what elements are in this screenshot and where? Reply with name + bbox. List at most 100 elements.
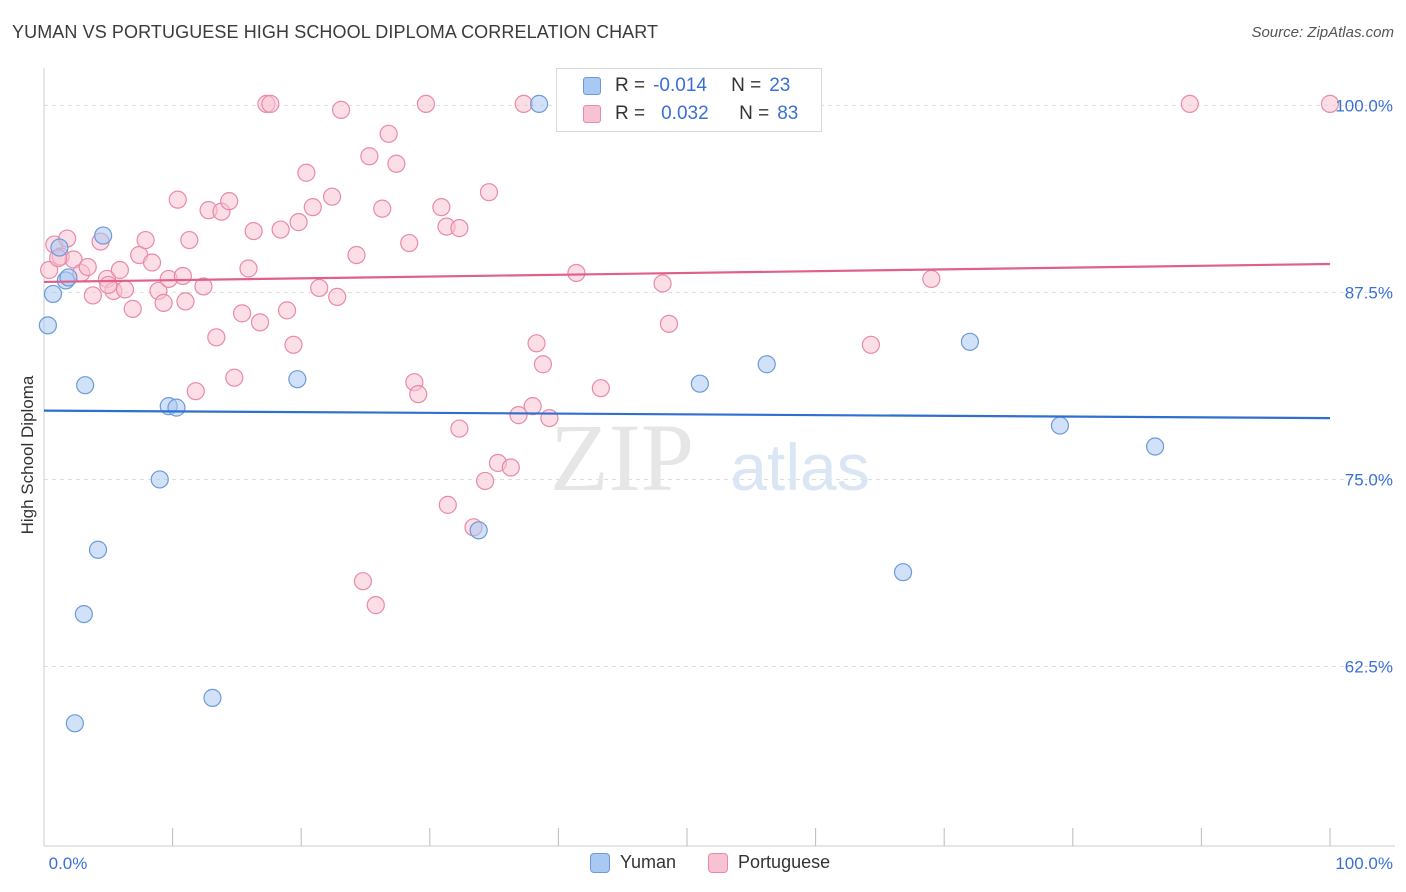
axes bbox=[43, 68, 1395, 847]
watermark-atlas: atlas bbox=[730, 430, 869, 504]
legend-swatch-yuman bbox=[583, 77, 601, 95]
point-portuguese bbox=[475, 471, 495, 491]
point-portuguese bbox=[261, 94, 280, 114]
point-portuguese bbox=[297, 163, 316, 182]
point-yuman bbox=[288, 370, 307, 389]
point-portuguese bbox=[284, 335, 303, 354]
x-tick-label: 100.0% bbox=[1335, 854, 1393, 873]
point-portuguese bbox=[115, 280, 135, 299]
trend-line-yuman bbox=[43, 409, 1331, 420]
point-portuguese bbox=[527, 334, 546, 353]
point-yuman bbox=[38, 316, 57, 335]
legend-row-portuguese: R = 0.032 N = 83 bbox=[557, 101, 798, 127]
point-yuman bbox=[76, 376, 95, 395]
legend-r-value: 0.032 bbox=[661, 103, 709, 124]
point-portuguese bbox=[509, 406, 528, 425]
point-portuguese bbox=[450, 419, 469, 438]
point-portuguese bbox=[123, 299, 142, 318]
point-portuguese bbox=[438, 495, 457, 514]
point-yuman bbox=[43, 284, 63, 304]
point-portuguese bbox=[501, 458, 520, 477]
point-portuguese bbox=[591, 379, 610, 398]
watermark: ZIP atlas bbox=[550, 404, 870, 511]
point-portuguese bbox=[533, 355, 553, 374]
point-portuguese bbox=[271, 220, 290, 239]
point-portuguese bbox=[922, 269, 941, 289]
point-yuman bbox=[50, 238, 69, 257]
point-portuguese bbox=[400, 233, 419, 253]
point-yuman bbox=[960, 332, 980, 351]
data-points bbox=[38, 94, 1340, 733]
point-portuguese bbox=[514, 94, 533, 114]
series-legend-yuman[interactable]: Yuman bbox=[590, 852, 676, 873]
point-portuguese bbox=[110, 260, 129, 280]
source-label: Source: ZipAtlas.com bbox=[1251, 24, 1394, 41]
point-yuman bbox=[690, 374, 709, 393]
point-portuguese bbox=[232, 304, 252, 323]
legend-n-value: 23 bbox=[769, 75, 791, 96]
point-portuguese bbox=[366, 596, 385, 615]
point-yuman bbox=[94, 226, 113, 245]
point-portuguese bbox=[225, 368, 244, 387]
legend-n-label: N = bbox=[739, 103, 770, 124]
point-portuguese bbox=[186, 382, 205, 401]
point-yuman bbox=[203, 688, 222, 707]
point-portuguese bbox=[331, 100, 351, 119]
point-portuguese bbox=[416, 94, 436, 114]
point-portuguese bbox=[310, 278, 329, 298]
point-portuguese bbox=[142, 253, 162, 272]
point-portuguese bbox=[207, 328, 226, 347]
point-portuguese bbox=[379, 124, 398, 143]
point-portuguese bbox=[540, 409, 559, 428]
point-portuguese bbox=[479, 183, 499, 202]
point-portuguese bbox=[154, 293, 173, 312]
point-portuguese bbox=[173, 266, 192, 286]
point-yuman bbox=[167, 398, 186, 417]
y-tick-label: 100.0% bbox=[1335, 96, 1393, 115]
point-portuguese bbox=[322, 187, 342, 206]
point-yuman bbox=[65, 714, 84, 733]
grid-lines bbox=[44, 104, 1395, 667]
point-portuguese bbox=[347, 245, 366, 265]
y-tick-label: 75.0% bbox=[1345, 470, 1393, 489]
point-portuguese bbox=[328, 287, 347, 307]
point-portuguese bbox=[168, 190, 187, 209]
point-portuguese bbox=[861, 335, 880, 354]
point-portuguese bbox=[194, 277, 213, 296]
point-yuman bbox=[1146, 437, 1165, 456]
legend-swatch-portuguese bbox=[583, 105, 601, 123]
point-portuguese bbox=[239, 259, 258, 278]
point-portuguese bbox=[1180, 94, 1199, 114]
point-portuguese bbox=[250, 313, 270, 332]
legend-row-yuman: R = -0.014 N = 23 bbox=[557, 73, 790, 99]
point-yuman bbox=[893, 563, 913, 582]
y-tick-label: 62.5% bbox=[1345, 657, 1393, 676]
series-label-portuguese: Portuguese bbox=[738, 852, 831, 872]
series-swatch-yuman bbox=[590, 852, 610, 873]
legend-n-label: N = bbox=[731, 75, 762, 96]
point-yuman bbox=[74, 604, 93, 624]
point-yuman bbox=[757, 355, 776, 374]
trend-lines bbox=[43, 262, 1331, 420]
point-portuguese bbox=[136, 230, 155, 250]
series-legend-portuguese[interactable]: Portuguese bbox=[708, 852, 830, 873]
point-portuguese bbox=[220, 192, 239, 211]
point-portuguese bbox=[353, 572, 373, 591]
y-tick-label: 87.5% bbox=[1345, 283, 1393, 302]
point-portuguese bbox=[653, 274, 672, 293]
point-yuman bbox=[150, 470, 169, 489]
series-swatch-portuguese bbox=[708, 852, 729, 873]
point-yuman bbox=[1050, 416, 1070, 435]
point-portuguese bbox=[387, 154, 406, 173]
point-portuguese bbox=[303, 198, 322, 217]
point-portuguese bbox=[523, 397, 542, 416]
point-portuguese bbox=[244, 221, 263, 241]
chart-title: YUMAN VS PORTUGUESE HIGH SCHOOL DIPLOMA … bbox=[12, 22, 659, 42]
point-portuguese bbox=[277, 301, 297, 320]
legend-r-value: -0.014 bbox=[653, 75, 707, 96]
point-portuguese bbox=[176, 292, 195, 311]
point-yuman bbox=[469, 521, 488, 540]
point-portuguese bbox=[659, 314, 679, 333]
point-portuguese bbox=[373, 199, 392, 218]
